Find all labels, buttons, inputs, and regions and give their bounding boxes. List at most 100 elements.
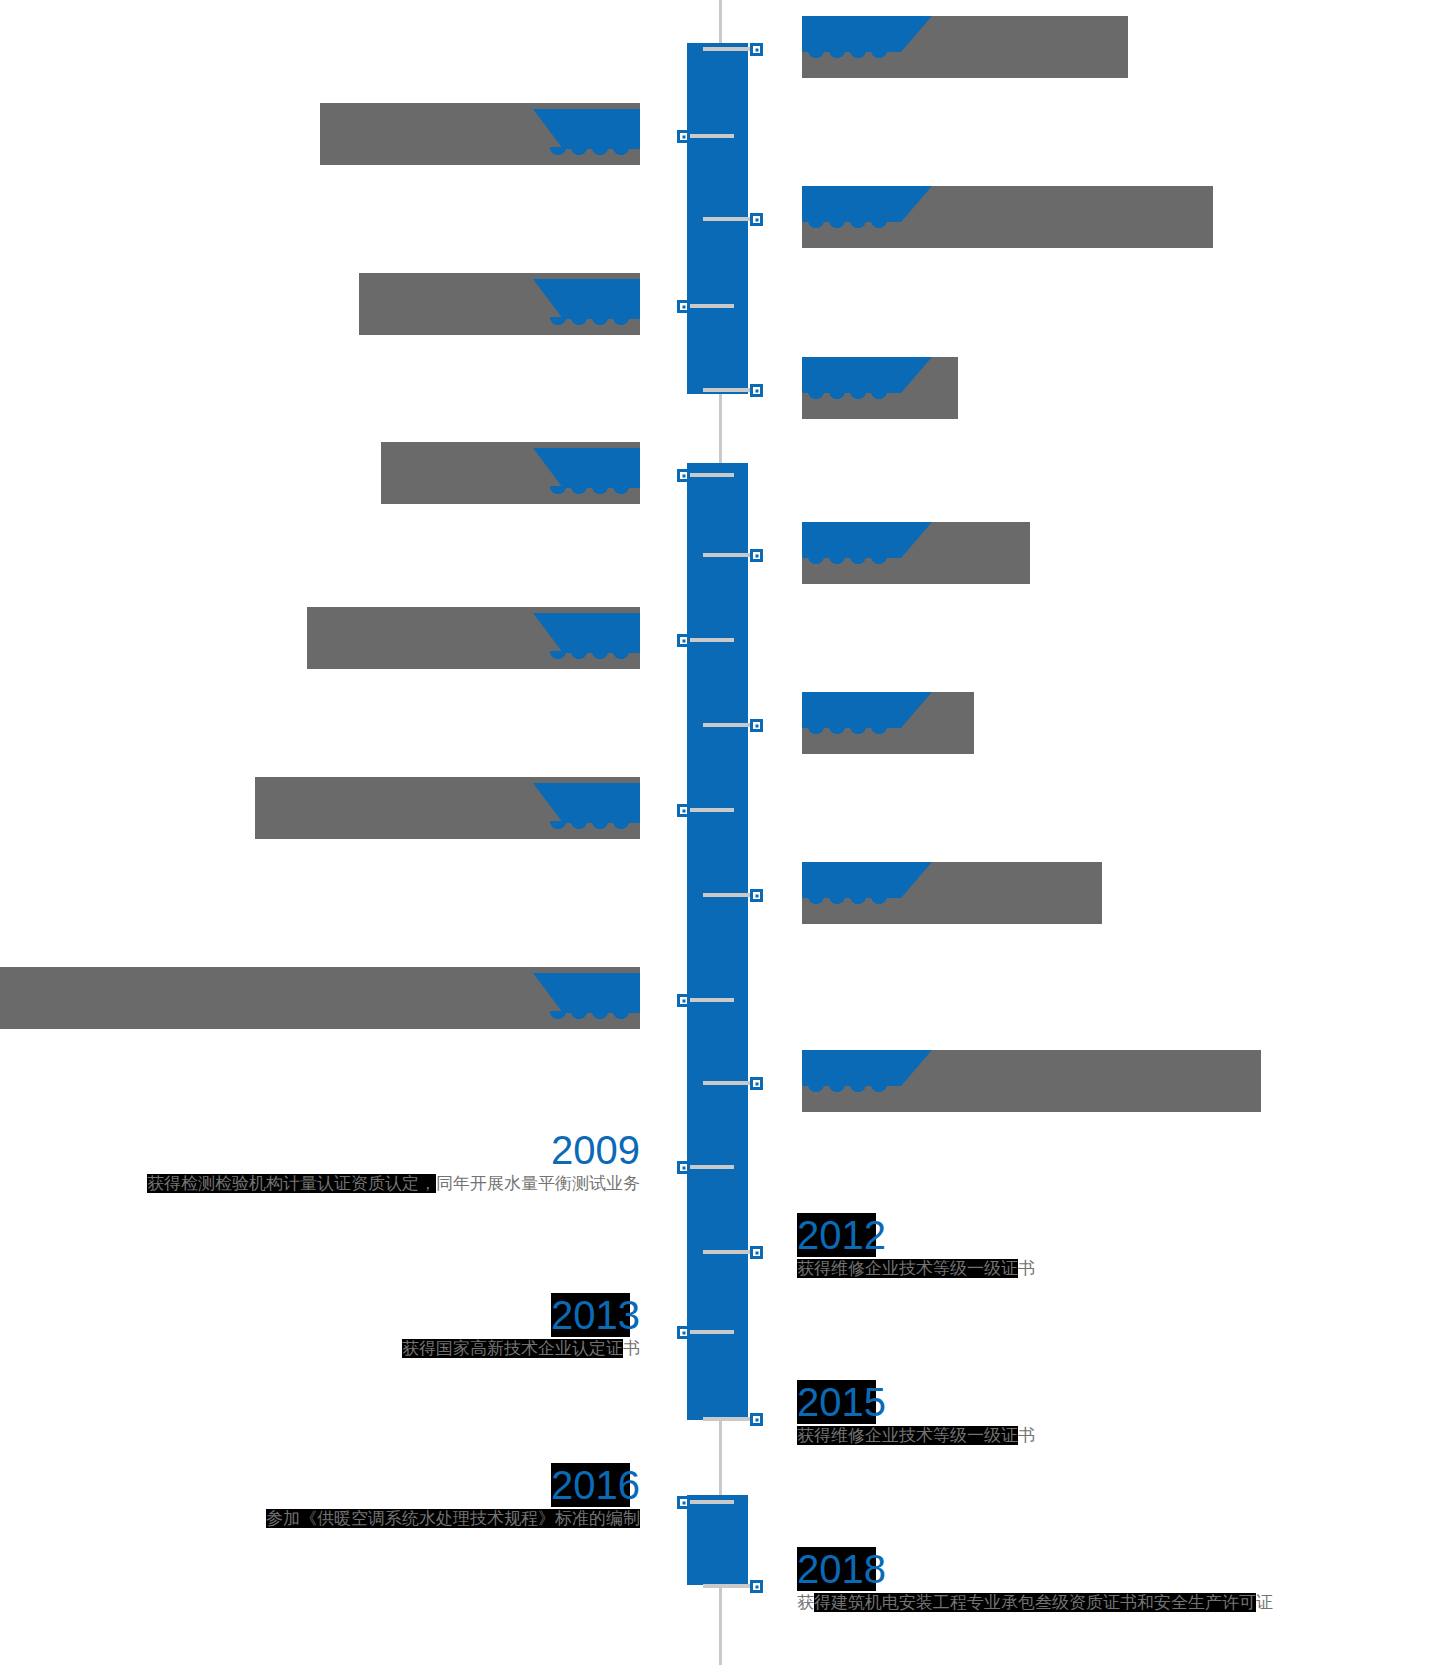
timeline-node-marker — [677, 300, 690, 313]
marker-tick-line — [688, 473, 734, 477]
desc-plain-tail: 书 — [1018, 1426, 1035, 1445]
year-text: 2018 — [797, 1547, 886, 1591]
desc-highlighted: 获得维修企业技术等级一级证 — [797, 1426, 1018, 1445]
marker-center-dot — [755, 554, 758, 557]
marker-center-dot — [682, 305, 685, 308]
entry-description: 参加《供暖空调系统水处理技术规程》标准的编制 — [266, 1508, 640, 1529]
marker-tick-line — [688, 1330, 734, 1334]
timeline-bar-segment — [687, 1495, 748, 1585]
marker-tick-line — [703, 553, 752, 557]
year-digit-bottoms — [548, 147, 632, 156]
marker-tick-line — [703, 217, 752, 221]
marker-tick-line — [688, 1500, 734, 1504]
marker-center-dot — [682, 999, 685, 1002]
timeline-node-marker — [677, 634, 690, 647]
year-digit-tops — [806, 556, 890, 565]
desc-highlighted: 得建筑机电安装工程专业承包叁级资质证书和安全生产许可 — [814, 1593, 1256, 1612]
year-digit-tops — [806, 896, 890, 905]
marker-center-dot — [682, 135, 685, 138]
timeline-bar-segment — [687, 463, 748, 1420]
marker-center-dot — [682, 474, 685, 477]
marker-center-dot — [682, 1501, 685, 1504]
timeline-node-marker — [750, 384, 763, 397]
year-digit-bottoms — [548, 821, 632, 830]
marker-center-dot — [755, 1585, 758, 1588]
year-digit-bottoms — [548, 317, 632, 326]
desc-plain-tail: 书 — [623, 1339, 640, 1358]
marker-center-dot — [755, 894, 758, 897]
company-history-timeline: 2009 获得检测检验机构计量认证资质认定，同年开展水量平衡测试业务 2012 获得维… — [0, 0, 1435, 1665]
marker-tick-line — [688, 998, 734, 1002]
timeline-node-marker — [677, 804, 690, 817]
marker-center-dot — [682, 1331, 685, 1334]
timeline-node-marker — [750, 1077, 763, 1090]
marker-tick-line — [688, 1165, 734, 1169]
desc-highlighted: 获得检测检验机构计量认证资质认定， — [147, 1174, 436, 1193]
timeline-node-marker — [750, 213, 763, 226]
desc-highlighted: 获得维修企业技术等级一级证 — [797, 1259, 1018, 1278]
timeline-node-marker — [750, 1413, 763, 1426]
marker-tick-line — [703, 1584, 752, 1588]
timeline-node-marker — [677, 1496, 690, 1509]
year-text: 2016 — [551, 1463, 640, 1507]
year-digit-tops — [806, 726, 890, 735]
year-digit-bottoms — [548, 486, 632, 495]
year-digit-tops — [806, 391, 890, 400]
marker-center-dot — [682, 809, 685, 812]
timeline-node-marker — [750, 1580, 763, 1593]
marker-tick-line — [688, 304, 734, 308]
marker-center-dot — [755, 1082, 758, 1085]
timeline-node-marker — [677, 994, 690, 1007]
marker-center-dot — [755, 48, 758, 51]
entry-description: 获得维修企业技术等级一级证书 — [797, 1425, 1035, 1446]
year-label-2016: 2016 — [551, 1465, 640, 1505]
marker-center-dot — [682, 1166, 685, 1169]
year-text: 2012 — [797, 1213, 886, 1257]
marker-center-dot — [755, 1251, 758, 1254]
desc-plain-tail: 书 — [1018, 1259, 1035, 1278]
marker-tick-line — [688, 808, 734, 812]
timeline-node-marker — [677, 1161, 690, 1174]
marker-center-dot — [682, 639, 685, 642]
entry-description: 获得建筑机电安装工程专业承包叁级资质证书和安全生产许可证 — [797, 1592, 1273, 1613]
year-label-2015: 2015 — [797, 1382, 886, 1422]
year-digit-tops — [806, 220, 890, 229]
timeline-node-marker — [750, 719, 763, 732]
year-digit-bottoms — [548, 651, 632, 660]
year-digit-bottoms — [548, 1011, 632, 1020]
marker-tick-line — [688, 638, 734, 642]
timeline-node-marker — [750, 889, 763, 902]
marker-tick-line — [703, 1081, 752, 1085]
entry-description: 获得维修企业技术等级一级证书 — [797, 1258, 1035, 1279]
year-digit-tops — [806, 1084, 890, 1093]
timeline-node-marker — [677, 469, 690, 482]
marker-center-dot — [755, 724, 758, 727]
marker-center-dot — [755, 218, 758, 221]
year-label-2018: 2018 — [797, 1549, 886, 1589]
year-label-2013: 2013 — [551, 1295, 640, 1335]
desc-plain-tail: 同年开展水量平衡测试业务 — [436, 1174, 640, 1193]
marker-tick-line — [703, 893, 752, 897]
timeline-node-marker — [677, 1326, 690, 1339]
timeline-node-marker — [750, 549, 763, 562]
marker-tick-line — [703, 388, 752, 392]
entry-description: 获得检测检验机构计量认证资质认定，同年开展水量平衡测试业务 — [147, 1173, 640, 1194]
year-text: 2013 — [551, 1293, 640, 1337]
year-label-2012: 2012 — [797, 1215, 886, 1255]
year-label-2009: 2009 — [551, 1130, 640, 1170]
desc-highlighted: 获得国家高新技术企业认定证 — [402, 1339, 623, 1358]
year-text: 2015 — [797, 1380, 886, 1424]
desc-plain-head: 获 — [797, 1593, 814, 1612]
year-digit-tops — [806, 50, 890, 59]
timeline-node-marker — [750, 43, 763, 56]
marker-tick-line — [703, 1417, 752, 1421]
desc-plain-tail: 证 — [1256, 1593, 1273, 1612]
timeline-node-marker — [750, 1246, 763, 1259]
timeline-node-marker — [677, 130, 690, 143]
marker-tick-line — [703, 723, 752, 727]
entry-description: 获得国家高新技术企业认定证书 — [402, 1338, 640, 1359]
marker-center-dot — [755, 389, 758, 392]
marker-tick-line — [703, 1250, 752, 1254]
desc-highlighted: 参加《供暖空调系统水处理技术规程》标准的编制 — [266, 1509, 640, 1528]
marker-tick-line — [703, 47, 752, 51]
